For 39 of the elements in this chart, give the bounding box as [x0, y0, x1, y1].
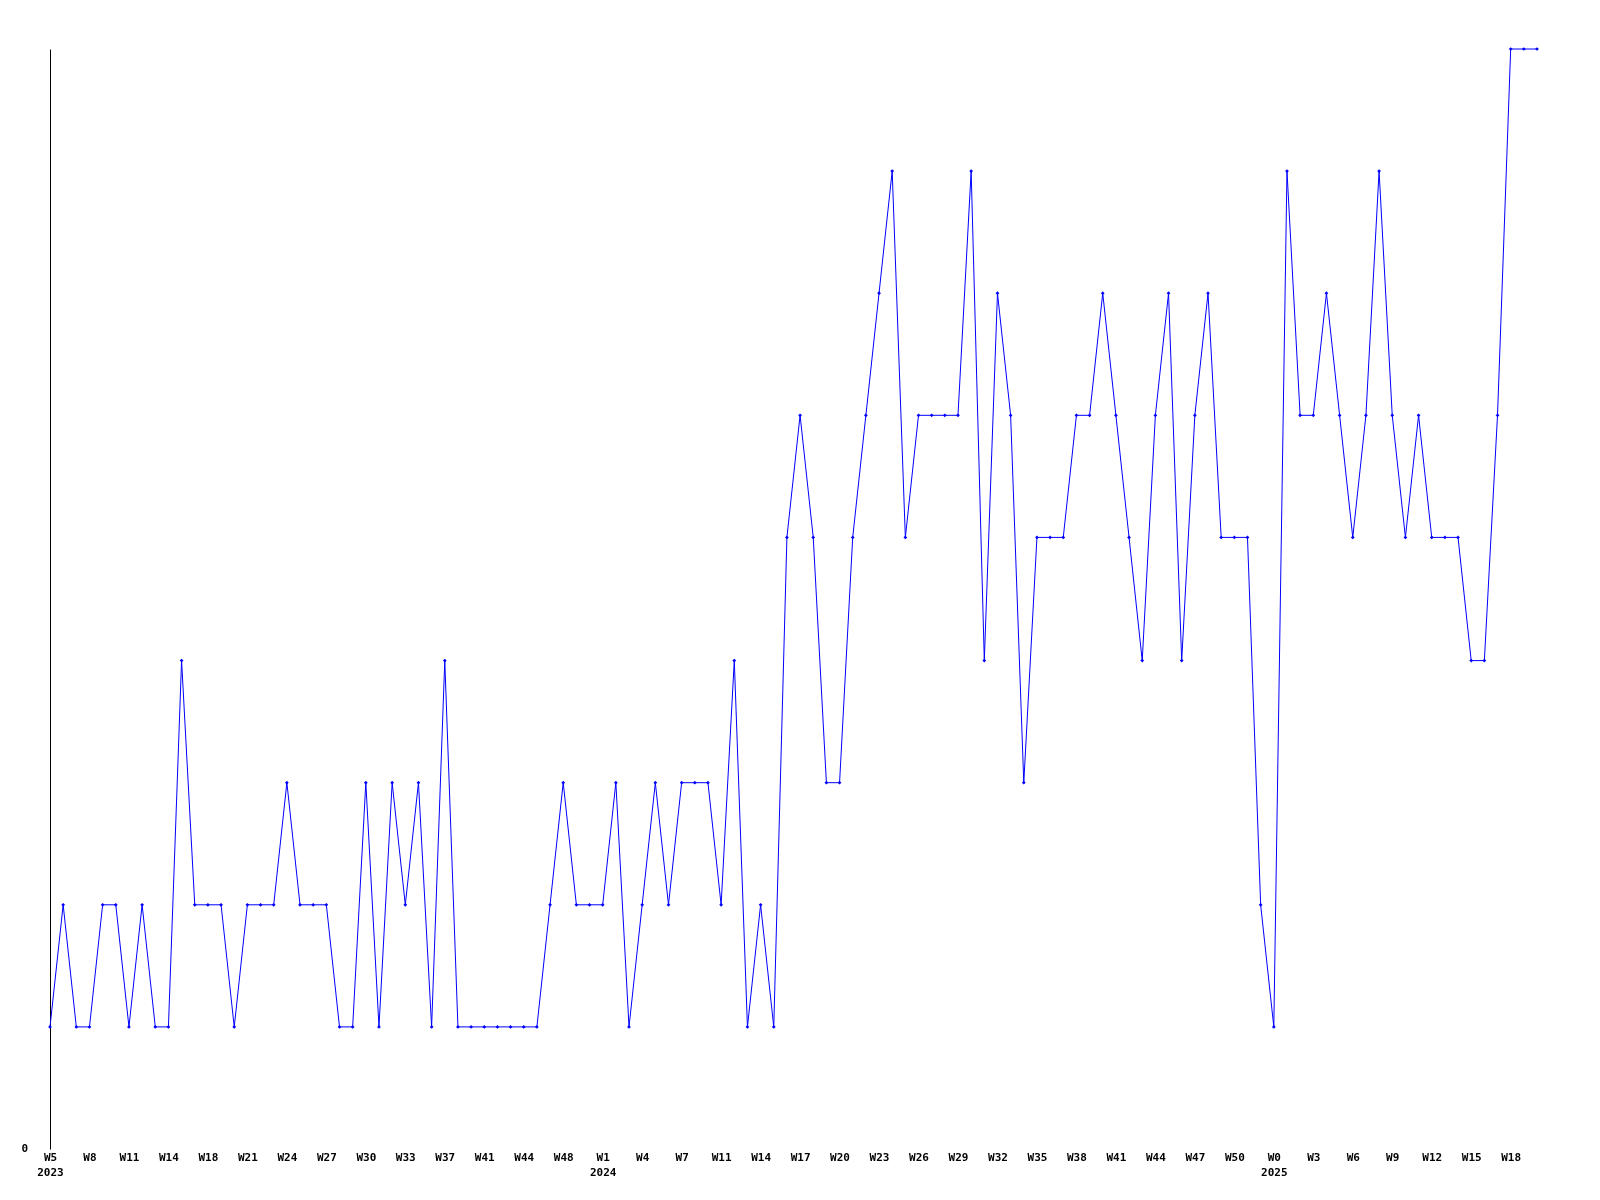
- x-tick-label: W21: [237, 1150, 259, 1164]
- x-tick-label: W11: [711, 1150, 732, 1164]
- x-tick-label: W38: [1066, 1150, 1087, 1164]
- x-tick-label: W14: [159, 1150, 180, 1164]
- x-tick-label: W37: [435, 1150, 456, 1164]
- x-tick-label: W30: [356, 1150, 377, 1164]
- x-tick-label: W15: [1461, 1150, 1482, 1164]
- x-tick-label: W32: [988, 1150, 1008, 1164]
- x-tick-label: W29: [948, 1150, 969, 1164]
- text: 0: [21, 1142, 28, 1155]
- x-tick-label: W33: [395, 1150, 416, 1164]
- x-tick-label: W14: [751, 1150, 772, 1164]
- x-tick-label: W12: [1422, 1150, 1443, 1164]
- x-tick-label: W50: [1224, 1150, 1245, 1164]
- x-tick-label: W7: [675, 1150, 689, 1164]
- x-tick-label: W44: [1145, 1150, 1167, 1164]
- x-tick-label: W0 2025: [1261, 1150, 1288, 1179]
- x-tick-label: W23: [869, 1150, 890, 1164]
- x-tick-label: W27: [316, 1150, 337, 1164]
- x-tick-label: W3: [1307, 1150, 1321, 1164]
- x-tick-label: W41: [1106, 1150, 1127, 1164]
- x-tick-label: W48: [553, 1150, 574, 1164]
- x-tick-label: W24: [277, 1150, 298, 1164]
- x-tick-label: W26: [909, 1150, 930, 1164]
- x-tick-label: W44: [514, 1150, 535, 1164]
- x-tick-label: W18: [1501, 1150, 1522, 1164]
- x-tick-label: W4: [636, 1150, 650, 1164]
- x-tick-label: W17: [790, 1150, 811, 1164]
- x-tick-label: W6: [1346, 1150, 1361, 1164]
- x-tick-label: W20: [830, 1150, 850, 1164]
- x-tick-label: W47: [1185, 1150, 1206, 1164]
- x-tick-label: W5 2023: [37, 1150, 64, 1179]
- x-tick-label: W41: [474, 1150, 496, 1164]
- x-tick-label: W8: [83, 1150, 97, 1164]
- x-tick-label: W9: [1386, 1150, 1400, 1164]
- x-tick-label: W11: [119, 1150, 140, 1164]
- x-tick-label: W18: [198, 1150, 219, 1164]
- x-tick-label: W35: [1027, 1150, 1048, 1164]
- x-tick-label: W1 2024: [589, 1150, 617, 1179]
